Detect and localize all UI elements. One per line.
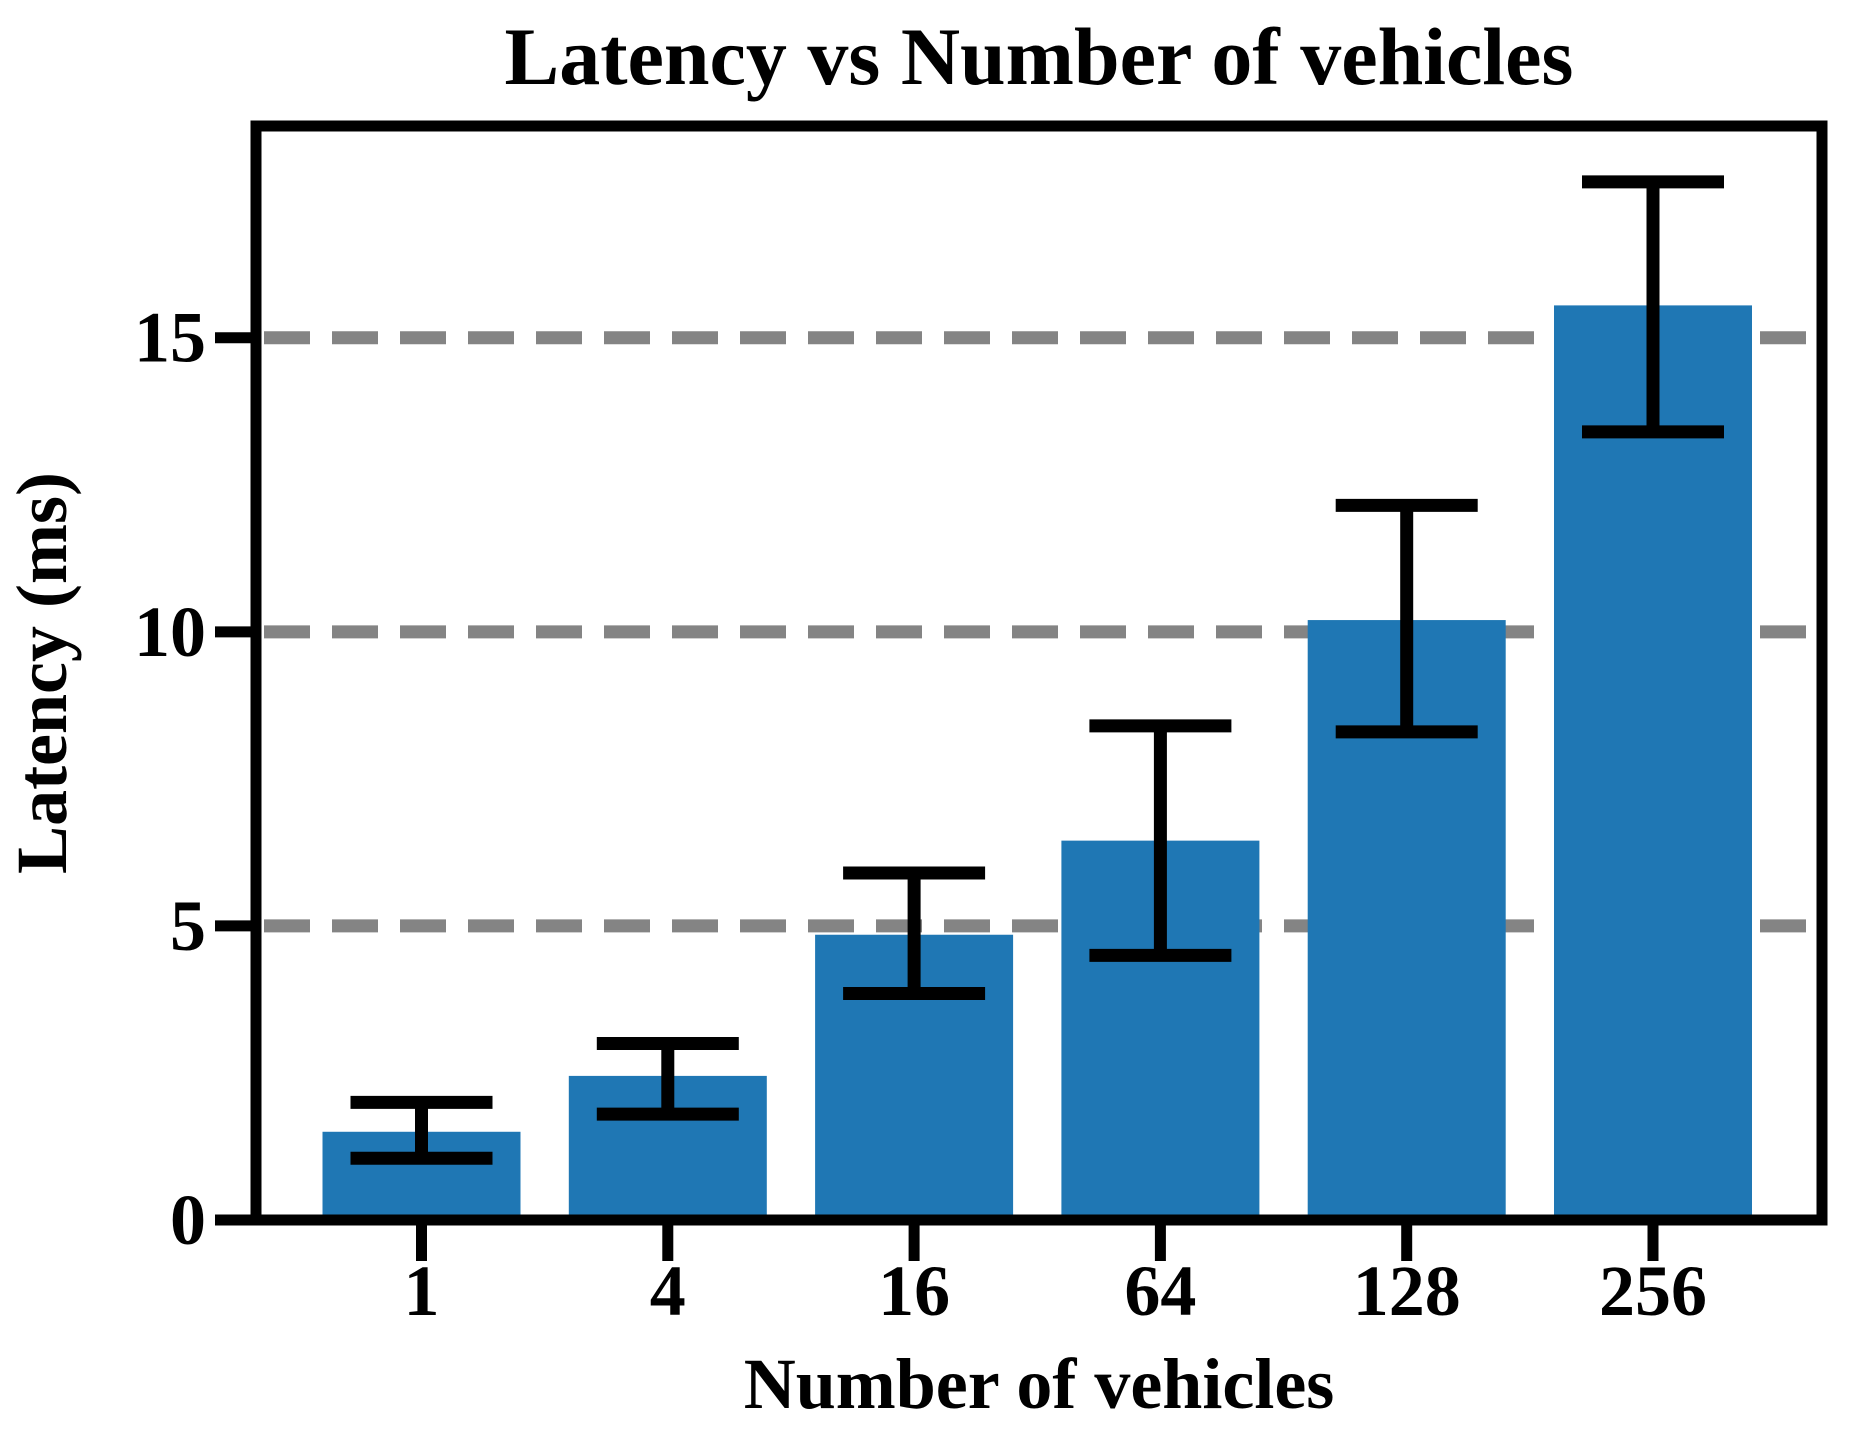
- plot-border: [250, 120, 1828, 1226]
- y-tick-label-0: 0: [170, 1180, 206, 1260]
- bars: [322, 305, 1752, 1226]
- x-tick-label-128: 128: [1353, 1251, 1461, 1331]
- y-tick-label-5: 5: [170, 886, 206, 966]
- x-tick-label-4: 4: [650, 1251, 686, 1331]
- x-axis-label: Number of vehicles: [744, 1344, 1335, 1424]
- x-tick-labels: 1 4 16 64 128 256: [404, 1251, 1708, 1331]
- error-bar-1: [350, 1095, 493, 1165]
- y-tick-label-15: 15: [134, 298, 206, 378]
- error-bar-64: [1089, 719, 1232, 962]
- y-axis-label: Latency (ms): [2, 472, 82, 874]
- y-ticks: [215, 332, 251, 1226]
- chart-title: Latency vs Number of vehicles: [505, 11, 1574, 102]
- x-tick-label-256: 256: [1599, 1251, 1707, 1331]
- error-bar-256: [1582, 175, 1724, 439]
- y-tick-labels: 0 5 10 15: [134, 298, 206, 1260]
- error-bar-4: [596, 1037, 739, 1121]
- y-tick-label-10: 10: [134, 592, 206, 672]
- x-tick-label-64: 64: [1124, 1251, 1196, 1331]
- error-bar-128: [1335, 498, 1478, 739]
- x-tick-label-16: 16: [878, 1251, 950, 1331]
- error-bar-16: [843, 866, 986, 1001]
- x-tick-label-1: 1: [404, 1251, 440, 1331]
- x-ticks: [416, 1225, 1659, 1261]
- error-bars: [350, 175, 1724, 1165]
- bar-256: [1554, 305, 1752, 1226]
